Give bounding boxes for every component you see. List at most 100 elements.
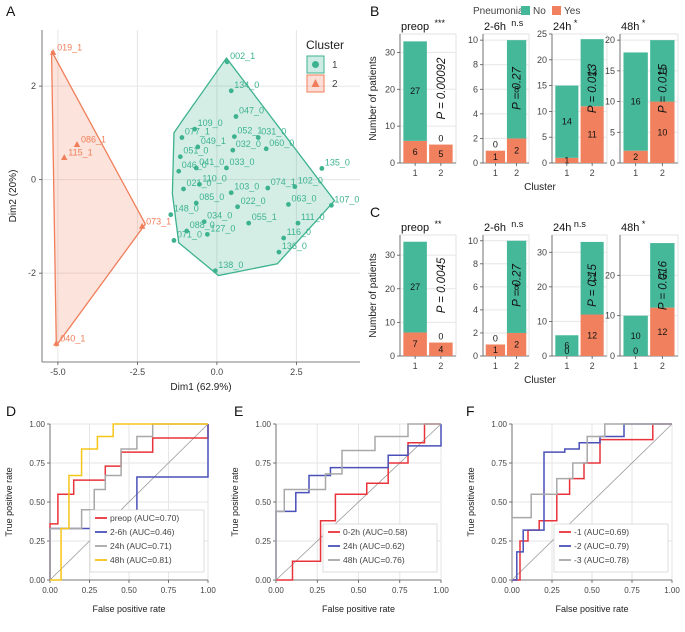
y-tick-label: 10	[468, 236, 478, 246]
cluster-1-point	[230, 147, 236, 153]
y-tick-label: 20	[385, 284, 395, 294]
cluster-2-point-label: 040_1	[60, 333, 85, 343]
x-axis-label: Cluster	[524, 182, 556, 193]
bar-no-label: 14	[562, 117, 572, 127]
x-tick-label: 0.25	[82, 586, 98, 595]
x-tick-label: 0.00	[42, 586, 58, 595]
facet-significance: **	[435, 219, 443, 229]
bar-no	[506, 40, 527, 139]
roc-curve	[49, 423, 208, 580]
x-tick-label: 2	[438, 361, 443, 371]
x-tick-label: 2	[660, 168, 665, 178]
bar-yes	[580, 106, 604, 163]
cluster-1-point-label: 052_1	[237, 126, 262, 136]
y-tick-label: 20	[537, 55, 547, 65]
y-tick-label: 0	[390, 158, 395, 168]
cluster-1-point-label: 033_0	[229, 157, 254, 167]
y-tick-label: 15	[605, 66, 615, 76]
x-tick-label: 0.25	[309, 586, 325, 595]
bar-yes-label: 5	[438, 149, 443, 159]
panel-e-label: E	[234, 403, 243, 419]
x-tick-label: 0.50	[584, 586, 600, 595]
x-tick-label: 1.00	[200, 586, 216, 595]
cluster-1-point-label: 148_0	[174, 204, 199, 214]
x-tick-label: 2	[590, 361, 595, 371]
x-axis-label: Dim1 (62.9%)	[170, 382, 231, 393]
y-tick-label: -2	[28, 268, 36, 278]
bar-no-label: 0	[493, 333, 498, 343]
facet-title: 24h	[553, 21, 571, 33]
cluster-1-point	[276, 249, 282, 255]
bar-yes-label: 10	[657, 127, 667, 137]
bar-yes-label: 2	[514, 146, 519, 156]
bar-no	[403, 41, 427, 141]
cluster-1-point-label: 060_0	[269, 138, 294, 148]
cluster-1-point-label: 102_0	[298, 176, 323, 186]
bar-yes-label: 1	[493, 345, 498, 355]
legend-label: -3 (AUC=0.78)	[574, 555, 629, 565]
cluster-1-point	[171, 238, 177, 243]
legend-label: 1	[332, 60, 338, 71]
x-tick-label: -2.5	[130, 367, 146, 377]
y-tick-label: 0.50	[255, 498, 271, 507]
y-tick-label: 0.25	[255, 537, 271, 546]
bar-yes-label: 12	[657, 327, 667, 337]
cluster-1-point	[192, 126, 198, 132]
cluster-1-point	[319, 166, 325, 171]
cluster-1-point	[212, 268, 218, 274]
y-axis-label: True positive rate	[466, 467, 476, 536]
bar-no	[623, 315, 648, 356]
panel-b-label: B	[370, 3, 379, 19]
bar-yes-label: 2	[633, 152, 638, 162]
x-tick-label: 0.50	[351, 586, 367, 595]
x-tick-label: 1	[564, 361, 569, 371]
y-tick-label: 10	[537, 106, 547, 116]
x-tick-label: 2	[514, 361, 519, 371]
cluster-1-point-label: 021_0	[187, 178, 212, 188]
panel-f-label: F	[466, 403, 475, 419]
y-tick-label: 0	[542, 351, 547, 361]
cluster-1-point	[265, 185, 271, 191]
x-tick-label: 0.00	[268, 586, 284, 595]
facet-significance: *	[642, 219, 646, 229]
bar-yes-label: 11	[587, 130, 596, 140]
bar-no	[555, 85, 579, 158]
roc-curve	[276, 423, 441, 581]
facet-title: 24h	[553, 222, 571, 234]
cluster-1-point-label: 136_0	[282, 241, 307, 251]
bar-yes-label: 1	[493, 152, 498, 162]
bar-no	[580, 241, 604, 315]
bar-no-label: 21	[587, 273, 597, 283]
cluster-1-point	[292, 184, 298, 190]
x-tick-label: 0.75	[624, 586, 640, 595]
x-tick-label: 0.50	[121, 586, 137, 595]
panel-d-label: D	[6, 403, 16, 419]
cluster-2-point-label: 086_1	[81, 135, 106, 145]
y-tick-label: 4	[473, 305, 478, 315]
cluster-2-point	[73, 141, 81, 147]
y-tick-label: 20	[605, 35, 615, 45]
facet-significance: ***	[435, 18, 446, 28]
cluster-1-point	[233, 114, 239, 119]
y-tick-label: 10	[605, 311, 615, 321]
p-value-label: P = 0.27	[512, 264, 524, 307]
bar-yes	[506, 138, 527, 163]
bar-no	[403, 241, 427, 333]
cluster-2-point	[49, 48, 57, 55]
cluster-1-point	[286, 202, 291, 207]
bar-yes	[506, 332, 527, 356]
bar-no-label: 0	[493, 140, 498, 150]
bar-no-label: 8	[514, 282, 519, 292]
y-axis-label: Number of patients	[368, 253, 379, 338]
x-tick-label: 0.25	[544, 586, 560, 595]
bar-yes	[403, 332, 427, 356]
y-tick-label: 30	[537, 247, 547, 257]
bar-no	[650, 243, 675, 308]
x-axis-label: False positive rate	[92, 604, 165, 614]
panel-d: D 0.000.00 0.25 0.25 0.50 0.50 0.75 0.75 1.00 1.0…	[4, 403, 216, 614]
cluster-1-point-label: 138_0	[218, 260, 243, 270]
p-value-label: P = 0.00092	[436, 57, 448, 120]
p-value-label: P = 0.27	[512, 67, 524, 110]
